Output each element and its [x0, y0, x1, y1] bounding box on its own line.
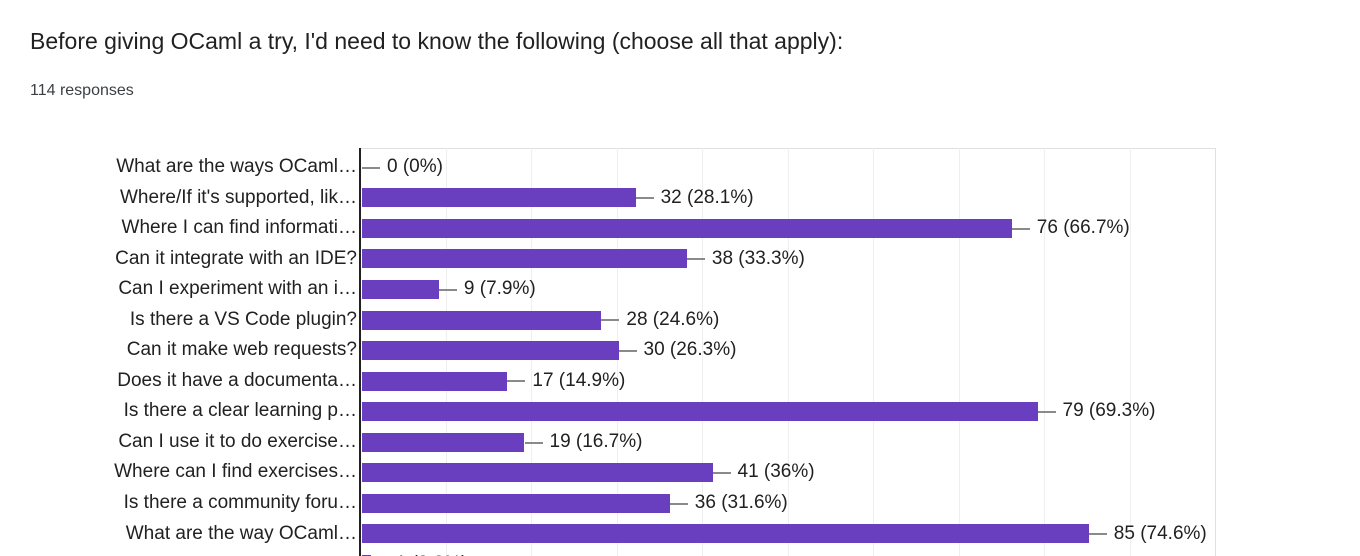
bar: [362, 524, 1089, 544]
category-label: Can it integrate with an IDE?: [115, 247, 357, 269]
value-label: 85 (74.6%): [1113, 522, 1207, 544]
bar-chart: What are the ways OCaml… 0 (0%) Where/If i…: [0, 152, 1360, 556]
leader-line: [686, 258, 705, 261]
bar: [362, 188, 636, 208]
leader-line: [669, 502, 688, 505]
value-label: 79 (69.3%): [1062, 400, 1156, 422]
value-label: 41 (36%): [737, 461, 815, 483]
leader-line: [524, 441, 543, 444]
response-count: 114 responses: [30, 82, 134, 99]
leader-line: [618, 349, 637, 352]
value-label: 36 (31.6%): [694, 492, 788, 514]
chart-row: Where can I find exercises… 41 (36%): [0, 457, 1360, 488]
category-label: Where can I find exercises…: [114, 461, 357, 483]
value-label: 28 (24.6%): [626, 308, 720, 330]
bar: [362, 310, 602, 330]
bar: [362, 341, 619, 361]
leader-line: [1011, 227, 1030, 230]
chart-row: Is there a clear learning p… 79 (69.3%): [0, 396, 1360, 427]
leader-line: [1037, 410, 1056, 413]
question-title: Before giving OCaml a try, I'd need to k…: [30, 28, 844, 54]
category-label: Is there a clear learning p…: [123, 400, 357, 422]
category-label: Does it have a documenta…: [117, 369, 357, 391]
value-label: 17 (14.9%): [532, 369, 626, 391]
gridline: [702, 148, 703, 556]
bar: [362, 554, 371, 556]
value-label: 76 (66.7%): [1036, 217, 1130, 239]
chart-row: 1 (0.9%): [0, 549, 1360, 556]
value-label: 19 (16.7%): [549, 430, 643, 452]
category-label: [0, 549, 357, 556]
chart-row: Can it make web requests? 30 (26.3%): [0, 335, 1360, 366]
value-label: 1 (0.9%): [396, 549, 468, 556]
leader-line: [438, 288, 457, 291]
leader-line: [635, 197, 654, 200]
chart-row: Where/If it's supported, lik… 32 (28.1%): [0, 183, 1360, 214]
bar: [362, 218, 1012, 238]
category-label: Where/If it's supported, lik…: [120, 186, 357, 208]
bar: [362, 279, 439, 299]
bar: [362, 249, 687, 269]
gridline: [1215, 148, 1216, 556]
category-label: What are the way OCaml…: [125, 522, 357, 544]
chart-row: What are the ways OCaml… 0 (0%): [0, 152, 1360, 183]
gridline: [787, 148, 789, 556]
bar: [362, 463, 713, 483]
category-label: Can I experiment with an i…: [118, 278, 357, 300]
gridline: [873, 148, 874, 556]
category-label: What are the ways OCaml…: [116, 156, 357, 177]
chart-row: Is there a community foru… 36 (31.6%): [0, 488, 1360, 519]
gridline: [1044, 148, 1045, 556]
bar: [362, 402, 1038, 422]
chart-row: Does it have a documenta… 17 (14.9%): [0, 366, 1360, 397]
category-label: Can it make web requests?: [126, 339, 357, 361]
chart-row: Where I can find informati… 76 (66.7%): [0, 213, 1360, 244]
leader-line: [712, 472, 731, 475]
bar: [362, 432, 525, 452]
y-axis-line: [359, 148, 361, 556]
leader-line: [1088, 533, 1107, 536]
gridline: [958, 148, 960, 556]
category-label: Can I use it to do exercise…: [118, 430, 357, 452]
leader-line: [362, 166, 380, 169]
chart-row: Can I use it to do exercise… 19 (16.7%): [0, 427, 1360, 458]
leader-line: [601, 319, 620, 322]
category-label: Is there a VS Code plugin?: [129, 308, 357, 330]
chart-row: Can it integrate with an IDE? 38 (33.3%): [0, 244, 1360, 275]
value-label: 38 (33.3%): [711, 247, 805, 269]
value-label: 32 (28.1%): [660, 186, 754, 208]
bar: [362, 493, 670, 513]
value-label: 0 (0%): [387, 156, 443, 177]
gridline: [1129, 148, 1131, 556]
leader-line: [507, 380, 526, 383]
value-label: 9 (7.9%): [463, 278, 536, 300]
value-label: 30 (26.3%): [643, 339, 737, 361]
bar: [362, 371, 508, 391]
chart-row: Can I experiment with an i… 9 (7.9%): [0, 274, 1360, 305]
category-label: Where I can find informati…: [121, 217, 357, 239]
chart-row: Is there a VS Code plugin? 28 (24.6%): [0, 305, 1360, 336]
category-label: Is there a community foru…: [123, 492, 357, 514]
chart-row: What are the way OCaml… 85 (74.6%): [0, 519, 1360, 550]
